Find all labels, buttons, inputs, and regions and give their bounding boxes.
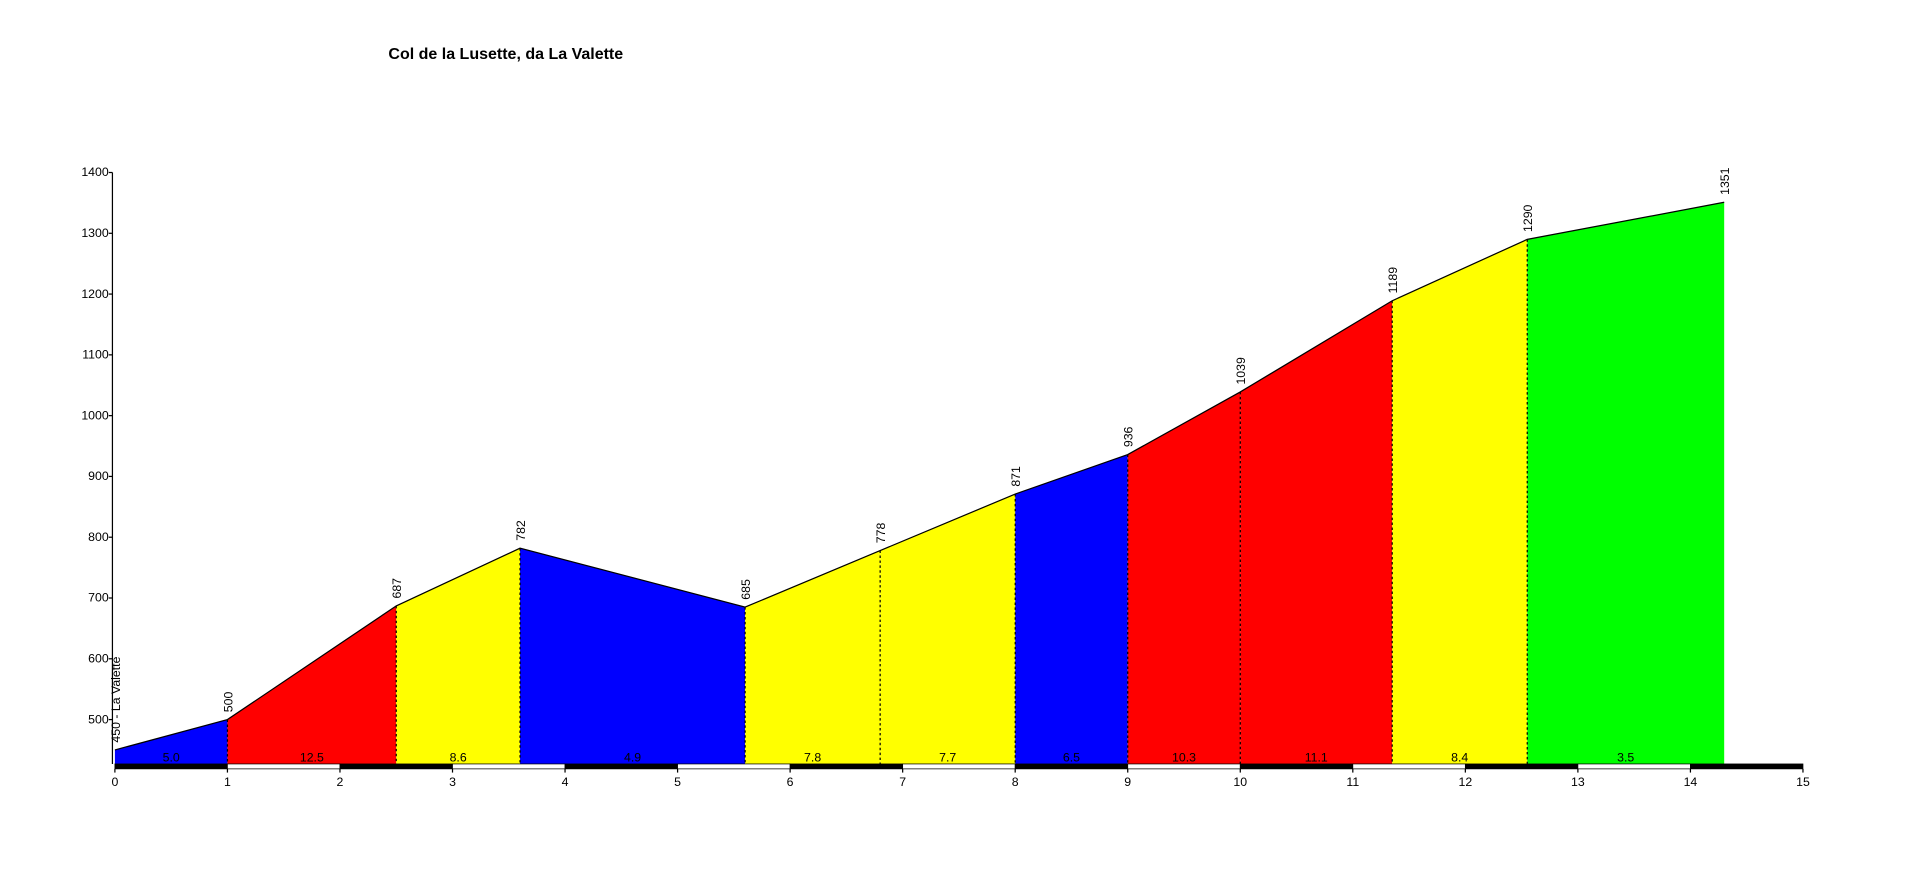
gradient-segment (1127, 391, 1241, 764)
gradient-segment (1240, 300, 1393, 764)
y-tick-label: 1300 (81, 226, 109, 240)
gradient-segment (1015, 454, 1128, 764)
km-strip (1464, 763, 1579, 770)
km-strip (1577, 763, 1691, 770)
elevation-label: 1189 (1386, 267, 1400, 294)
gradient-label: 5.0 (163, 750, 180, 764)
y-tick-label: 1200 (81, 287, 109, 301)
x-tick-label: 7 (899, 775, 906, 789)
x-tick-label: 11 (1346, 775, 1359, 789)
gradient-label: 7.8 (804, 750, 821, 764)
elevation-label: 685 (739, 579, 753, 600)
km-strip (1127, 763, 1241, 770)
km-strip (789, 763, 904, 770)
gradient-label: 6.5 (1063, 750, 1080, 764)
gradient-label: 7.7 (939, 750, 956, 764)
x-tick-label: 13 (1571, 775, 1585, 789)
gradient-segment (227, 605, 397, 764)
gradient-label: 3.5 (1617, 750, 1634, 764)
y-tick-label: 1000 (81, 408, 109, 422)
x-tick-label: 6 (787, 775, 794, 789)
elevation-label: 450 - La Valette (109, 656, 123, 742)
elevation-label: 778 (874, 522, 888, 543)
chart-title: Col de la Lusette, da La Valette (388, 46, 623, 63)
y-tick-label: 1100 (82, 348, 109, 362)
gradient-label: 8.6 (450, 750, 467, 764)
profile-line (114, 201, 1725, 751)
gradient-segment (880, 494, 1016, 764)
y-tick-label: 800 (88, 530, 109, 544)
km-strip (1690, 763, 1804, 770)
elevation-label: 1351 (1718, 167, 1732, 195)
y-tick-label: 1400 (81, 165, 109, 179)
x-tick-label: 14 (1684, 775, 1698, 789)
x-tick-label: 15 (1796, 775, 1810, 789)
x-tick-label: 1 (224, 775, 231, 789)
km-strip (1014, 763, 1129, 770)
km-strip (1352, 763, 1466, 770)
x-tick-label: 12 (1458, 775, 1472, 789)
x-tick-label: 8 (1012, 775, 1019, 789)
y-tick-label: 500 (88, 712, 109, 726)
km-strip (339, 763, 453, 770)
gradient-segment (745, 550, 881, 764)
x-tick-label: 2 (337, 775, 344, 789)
gradient-segment (114, 719, 228, 764)
km-strip (902, 763, 1016, 770)
gradient-segment (520, 548, 746, 764)
km-strip (1239, 763, 1354, 770)
km-strip (227, 763, 341, 770)
km-strip (564, 763, 678, 770)
x-tick-label: 5 (674, 775, 681, 789)
elevation-label: 782 (514, 520, 528, 541)
elevation-label: 500 (221, 691, 235, 712)
gradient-segment (1527, 202, 1725, 764)
gradient-segment (1392, 239, 1528, 764)
km-strip (677, 763, 791, 770)
km-strip (452, 763, 566, 770)
gradient-segment (396, 548, 521, 764)
gradient-label: 12.5 (300, 750, 324, 764)
y-tick-label: 700 (88, 591, 109, 605)
elevation-label: 936 (1122, 426, 1136, 447)
elevation-label: 1290 (1521, 204, 1535, 232)
elevation-label: 687 (390, 578, 404, 599)
elevation-label: 1039 (1234, 357, 1248, 385)
elevation-label: 871 (1009, 466, 1023, 487)
gradient-label: 11.1 (1305, 750, 1328, 764)
x-tick-label: 4 (562, 775, 569, 789)
gradient-label: 4.9 (624, 750, 641, 764)
x-tick-label: 9 (1124, 775, 1131, 789)
x-tick-label: 3 (449, 775, 456, 789)
x-tick-label: 10 (1233, 775, 1247, 789)
gradient-label: 10.3 (1172, 750, 1196, 764)
x-tick-label: 0 (111, 775, 118, 789)
gradient-label: 8.4 (1451, 750, 1468, 764)
y-tick-label: 900 (88, 469, 109, 483)
y-tick-label: 600 (88, 651, 109, 665)
km-strip (114, 763, 228, 770)
